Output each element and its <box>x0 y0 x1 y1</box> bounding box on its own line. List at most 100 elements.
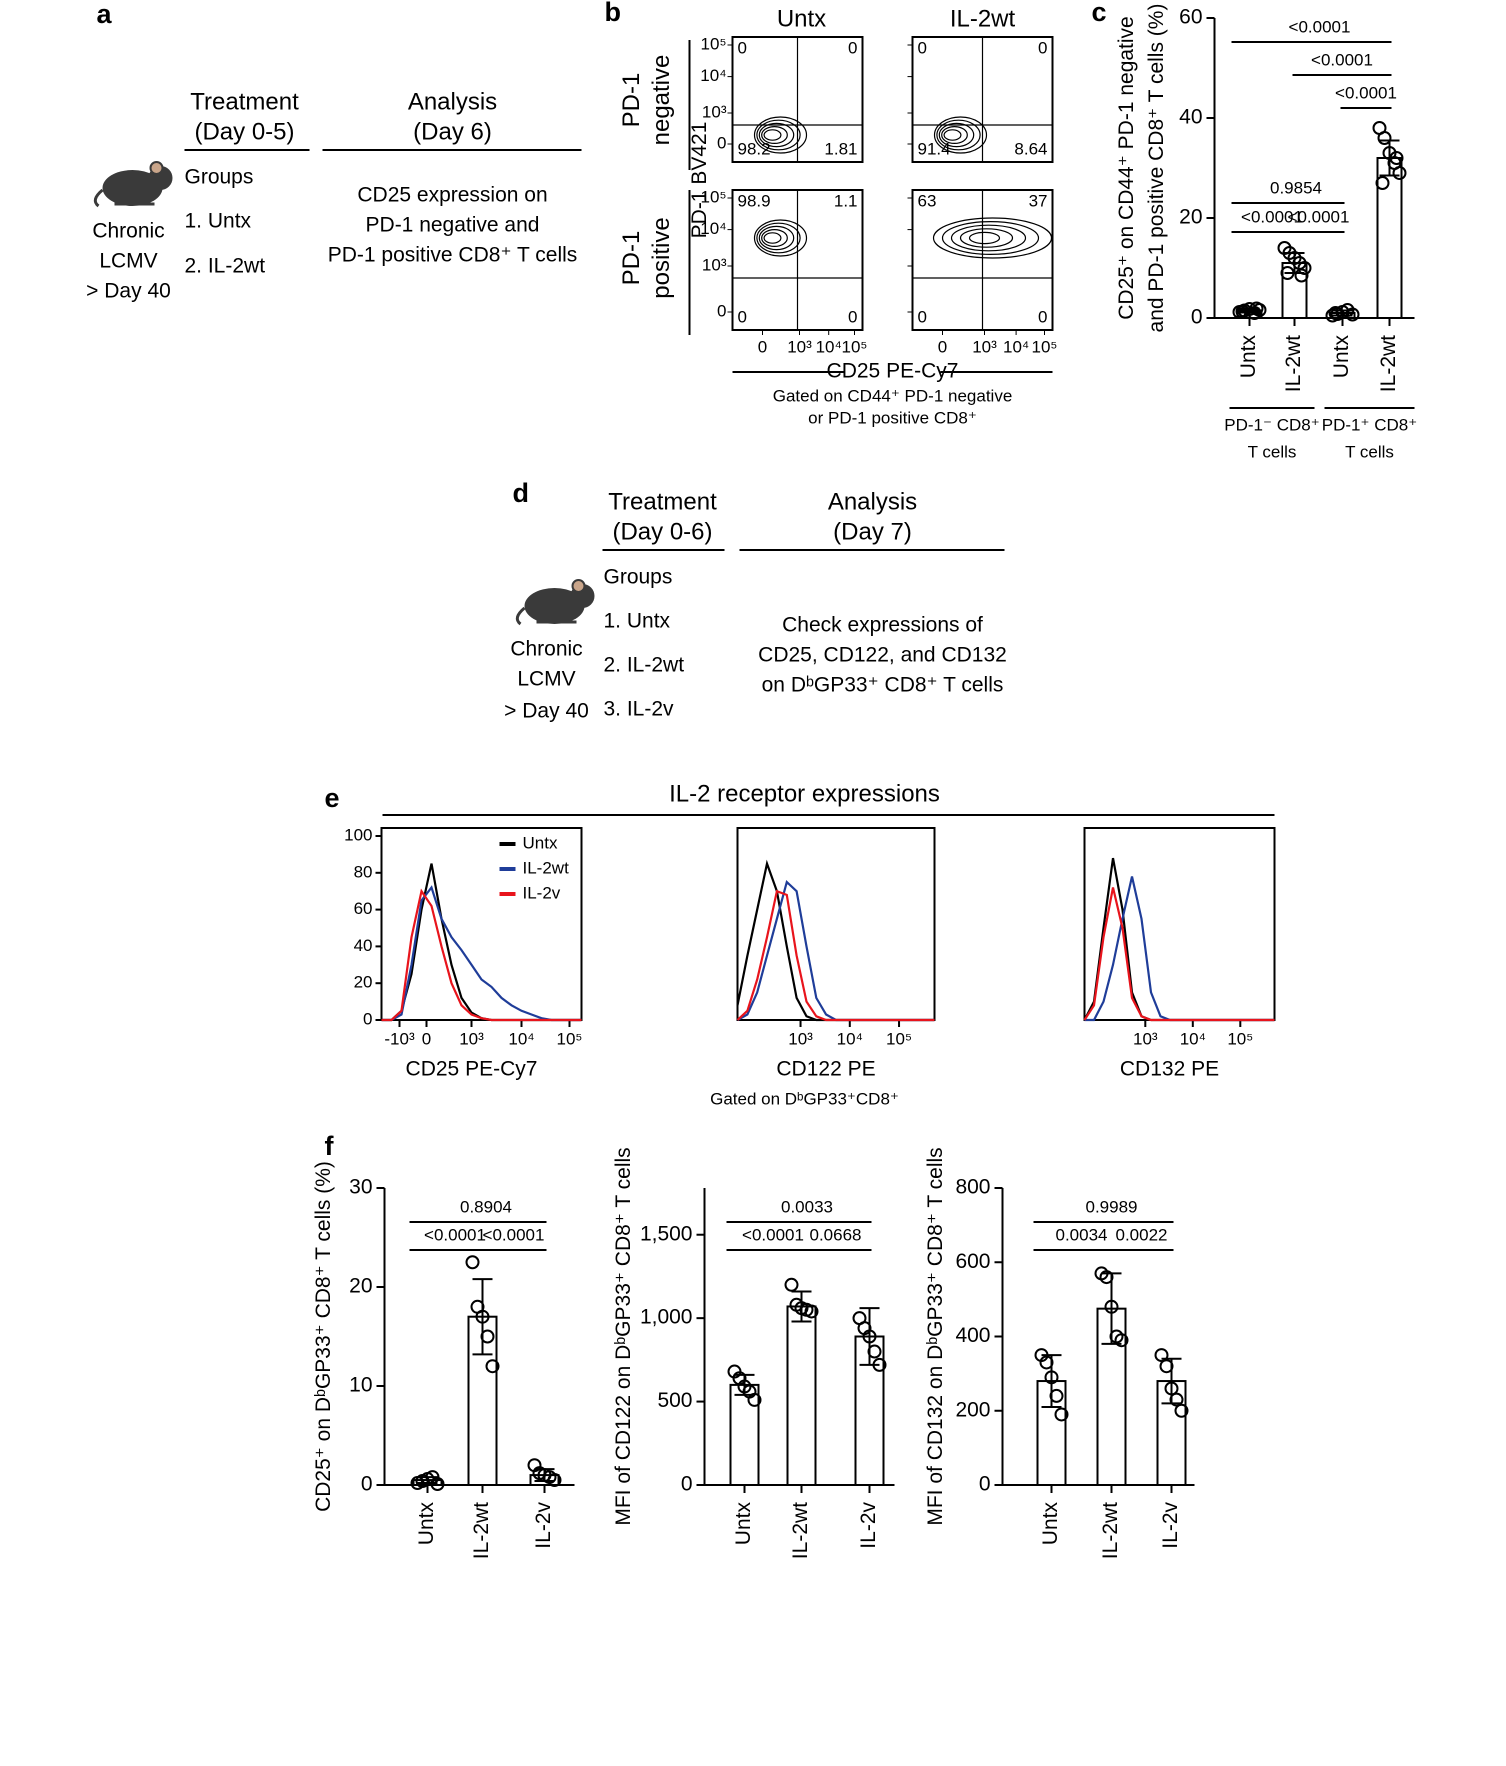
point <box>1392 166 1407 180</box>
y-tick-label: 100 <box>344 825 372 844</box>
x-tick-label: 10⁵ <box>1227 1029 1253 1048</box>
header: Analysis <box>408 88 497 115</box>
point <box>430 1477 445 1492</box>
x-tick-label: IL-2wt <box>1377 335 1400 392</box>
group: 1. Untx <box>185 210 252 233</box>
x-tick-label: -10³ <box>384 1029 415 1048</box>
y-tick-label: 10 <box>349 1374 372 1397</box>
group-label: PD-1⁺ CD8⁺ <box>1322 415 1417 434</box>
mouse-icon <box>93 161 173 208</box>
x-tick-label: 0 <box>422 1029 431 1048</box>
x-tick-label: Untx <box>1237 335 1260 379</box>
y-axis-label: MFI of CD122 on DᵇGP33⁺ CD8⁺ T cells <box>612 1147 635 1525</box>
x-tick-label: 10⁴ <box>1180 1029 1206 1048</box>
point <box>867 1344 882 1359</box>
point <box>1294 268 1309 283</box>
point <box>1249 301 1264 316</box>
contour <box>753 219 808 257</box>
legend-label: IL-2v <box>523 883 561 902</box>
x-tick-label: IL-2v <box>857 1502 880 1549</box>
x-tick-label: 10⁵ <box>1032 337 1058 356</box>
y-tick-label: 0 <box>361 1473 373 1496</box>
x-tick-label: Untx <box>1039 1502 1062 1546</box>
point <box>1345 307 1360 322</box>
y-tick-label: 500 <box>657 1389 692 1412</box>
point <box>1054 1407 1069 1422</box>
y-tick-label: 40 <box>1179 106 1202 129</box>
y-tick-label: 10⁵ <box>701 187 727 206</box>
contour <box>936 119 981 151</box>
contour <box>758 122 795 148</box>
x-tick-label: 10⁵ <box>886 1029 912 1048</box>
quadrant-value: 0 <box>1038 38 1047 57</box>
contour <box>941 221 1040 256</box>
row-title: PD-1 <box>618 73 645 128</box>
p-value: 0.9989 <box>1086 1197 1138 1216</box>
x-axis-label: CD132 PE <box>1120 1058 1219 1081</box>
point <box>862 1329 877 1344</box>
y-axis-label: CD25⁺ on CD44⁺ PD-1 negative <box>1115 16 1138 320</box>
point <box>1389 151 1404 165</box>
groups-title: Groups <box>604 566 673 589</box>
axis-label: PD-1 BV421 <box>688 122 711 239</box>
contour <box>763 232 782 244</box>
header: (Day 7) <box>833 518 912 545</box>
header: Treatment <box>190 88 299 115</box>
y-tick-label: 20 <box>349 1275 372 1298</box>
contour <box>943 129 962 141</box>
point <box>1049 1388 1064 1403</box>
y-tick-label: 10⁵ <box>701 34 727 53</box>
panel-label: a <box>97 0 113 29</box>
quadrant-value: 0 <box>918 307 927 326</box>
model-text: LCMV <box>99 250 157 273</box>
analysis-text: PD-1 positive CD8⁺ T cells <box>328 244 578 267</box>
quadrant-value: 37 <box>1029 191 1048 210</box>
p-value: <0.0001 <box>483 1225 545 1244</box>
panel-label: e <box>325 783 340 813</box>
quadrant-value: 0 <box>848 307 857 326</box>
x-tick-label: IL-2v <box>1159 1502 1182 1549</box>
x-tick-label: 10³ <box>972 337 997 356</box>
quadrant-value: 1.1 <box>834 191 858 210</box>
contour <box>933 116 988 154</box>
p-value: 0.0668 <box>810 1225 862 1244</box>
row-title: PD-1 <box>618 231 645 286</box>
y-tick-label: 1,000 <box>640 1306 693 1329</box>
contour <box>932 217 1053 259</box>
quadrant-value: 63 <box>918 191 937 210</box>
y-tick-label: 30 <box>349 1176 372 1199</box>
x-tick-label: 0 <box>938 337 947 356</box>
p-value: 0.9854 <box>1270 178 1322 197</box>
point <box>1044 1370 1059 1385</box>
y-tick-label: 0 <box>1191 306 1203 329</box>
x-tick-label: 10³ <box>1133 1029 1158 1048</box>
p-value: <0.0001 <box>1289 17 1351 36</box>
point <box>1114 1333 1129 1348</box>
row-title: positive <box>648 217 675 298</box>
y-tick-label: 400 <box>955 1324 990 1347</box>
contour <box>941 125 968 144</box>
point <box>475 1309 490 1324</box>
contour <box>938 122 975 148</box>
y-tick-label: 80 <box>354 862 373 881</box>
x-tick-label: 10⁴ <box>1003 337 1029 356</box>
column-title: Untx <box>777 5 826 32</box>
histogram-line <box>381 885 582 1022</box>
y-tick-label: 10⁴ <box>700 219 726 238</box>
panel-label: f <box>325 1131 335 1161</box>
analysis-text: PD-1 negative and <box>366 214 540 237</box>
point <box>747 1392 762 1407</box>
p-value: <0.0001 <box>1241 207 1303 226</box>
point <box>480 1329 495 1344</box>
analysis-text: CD25, CD122, and CD132 <box>758 644 1007 667</box>
y-tick-label: 600 <box>955 1250 990 1273</box>
model-text: > Day 40 <box>86 280 171 303</box>
quadrant-value: 8.64 <box>1014 139 1047 158</box>
analysis-text: on DᵇGP33⁺ CD8⁺ T cells <box>762 674 1004 697</box>
x-tick-label: Untx <box>415 1502 438 1546</box>
quadrant-value: 0 <box>848 38 857 57</box>
groups-title: Groups <box>185 166 254 189</box>
y-axis-label: and PD-1 positive CD8⁺ T cells (%) <box>1145 4 1168 333</box>
contour <box>968 231 1001 245</box>
